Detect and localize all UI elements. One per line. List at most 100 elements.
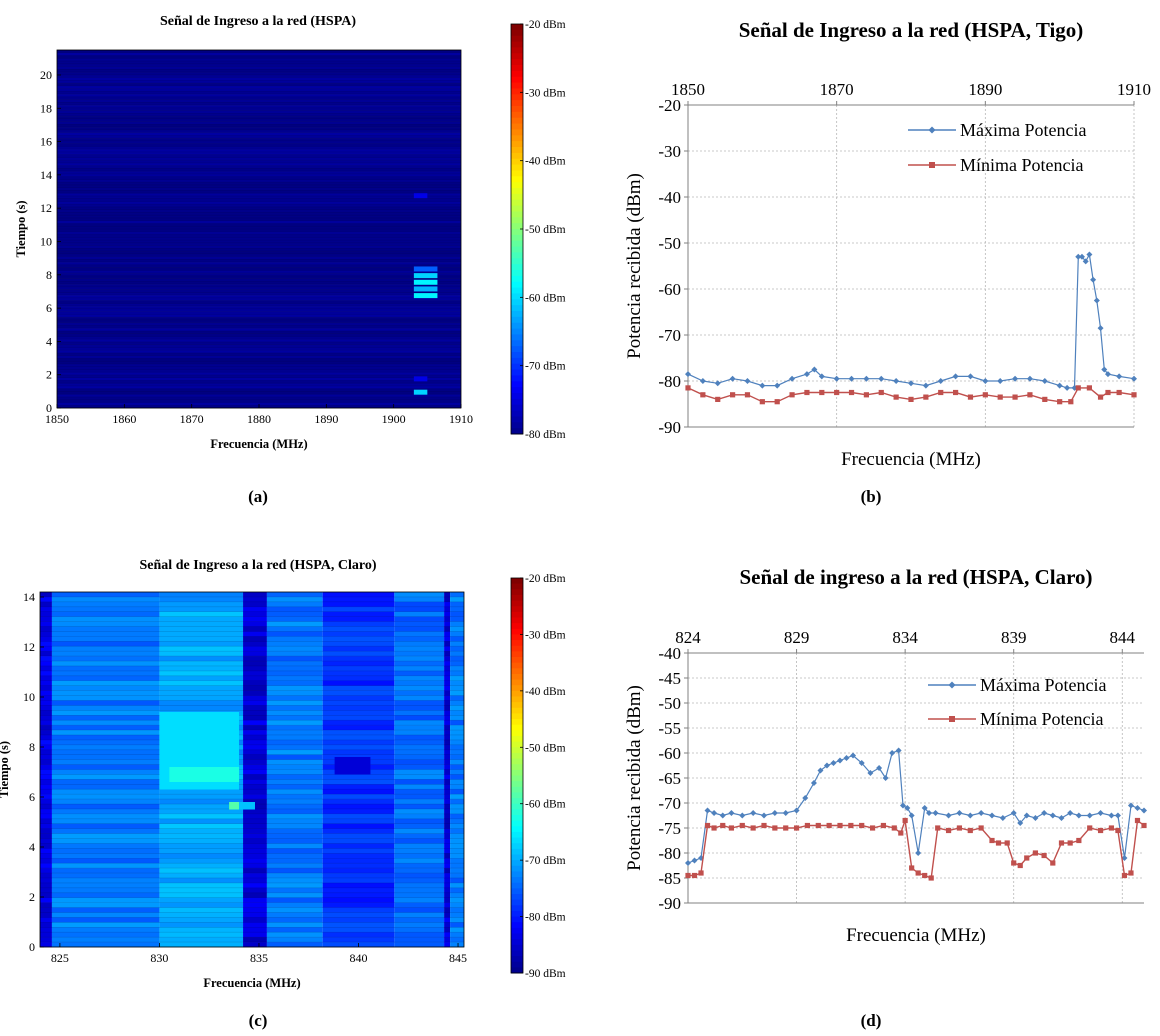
data-point — [774, 399, 780, 405]
heatmap-cell — [444, 710, 451, 716]
heatmap-cell — [40, 808, 52, 815]
heatmap-cell — [57, 184, 461, 188]
y-tick-label: 6 — [46, 301, 52, 315]
heatmap-cell — [450, 868, 464, 874]
x-tick-label: 844 — [1110, 628, 1136, 647]
heatmap-cell — [57, 383, 461, 387]
heatmap-cell — [40, 794, 52, 800]
heatmap-cell — [266, 799, 323, 805]
data-point — [830, 760, 837, 766]
heatmap-cell — [450, 739, 464, 746]
colorbar-segment — [511, 933, 523, 940]
heatmap-cell — [450, 670, 464, 677]
heatmap-cell — [266, 927, 323, 933]
heatmap-cell — [444, 843, 451, 849]
heatmap-cell — [322, 828, 395, 834]
colorbar-segment — [511, 322, 523, 330]
colorbar-segment — [511, 673, 523, 681]
x-axis-label: Frecuencia (MHz) — [210, 437, 307, 451]
colorbar-segment — [511, 657, 523, 664]
y-tick-label: -40 — [658, 644, 681, 663]
heatmap-cell — [57, 226, 461, 230]
heatmap-cell — [57, 77, 461, 81]
heatmap-cell — [40, 937, 52, 943]
heatmap-cell — [57, 171, 461, 175]
heatmap-cell — [322, 621, 395, 627]
heatmap-cell — [243, 744, 267, 751]
colorbar-segment — [511, 252, 523, 259]
heatmap-cell — [159, 942, 244, 948]
heatmap-cell — [266, 616, 323, 622]
data-point — [1108, 812, 1115, 819]
colorbar-segment — [511, 152, 523, 160]
heatmap-cell — [243, 710, 267, 716]
heatmap-cell — [57, 149, 461, 153]
heatmap-cell — [394, 621, 445, 627]
heatmap-cell — [57, 116, 461, 120]
y-tick-label: 0 — [46, 401, 52, 415]
heatmap-cell — [57, 369, 461, 373]
heatmap-cell — [159, 646, 244, 652]
heatmap-cell — [57, 344, 461, 348]
data-point — [811, 366, 818, 373]
heatmap-cell — [57, 248, 461, 252]
colorbar-segment — [511, 375, 523, 382]
heatmap-cell — [57, 69, 461, 73]
y-tick-label: -30 — [658, 142, 681, 161]
heatmap-cell — [159, 670, 244, 677]
heatmap-cell — [243, 656, 267, 662]
colorbar-segment — [511, 141, 523, 148]
heatmap-cell — [450, 813, 464, 820]
colorbar-frame — [510, 577, 524, 974]
colorbar-segment — [511, 583, 523, 590]
chart-title: Señal de Ingreso a la red (HSPA, Claro) — [140, 558, 377, 573]
colorbar-segment — [511, 147, 523, 154]
data-point — [804, 389, 810, 396]
heatmap-cell — [444, 804, 451, 810]
heatmap-cell — [57, 394, 461, 398]
heatmap-cell — [444, 606, 451, 613]
heatmap-cell — [40, 892, 52, 898]
heatmap-cell — [266, 818, 323, 825]
heatmap-cell — [57, 198, 461, 202]
heatmap-cell — [57, 99, 461, 103]
heatmap-cell — [266, 685, 323, 691]
heatmap-cell — [444, 858, 451, 864]
heatmap-cell — [450, 656, 464, 662]
heatmap-cell — [450, 838, 464, 844]
colorbar-segment — [511, 747, 523, 754]
heatmap-cell — [266, 641, 323, 647]
colorbar-segment — [511, 882, 523, 889]
heatmap-cell — [40, 626, 52, 632]
colorbar-tick-label: -50 dBm — [525, 224, 566, 236]
heatmap-cell — [444, 592, 451, 598]
heatmap-cell — [394, 759, 445, 765]
heatmap-cell — [40, 670, 52, 677]
heatmap-cell — [394, 828, 445, 834]
heatmap-cell — [243, 882, 267, 889]
heatmap-cell — [51, 611, 160, 617]
heatmap-cell — [322, 616, 395, 622]
heatmap-cell — [40, 804, 52, 810]
heatmap-cell — [40, 877, 52, 884]
heatmap-cell — [322, 907, 395, 913]
legend-marker — [948, 681, 956, 689]
heatmap-cell — [266, 734, 323, 741]
heatmap-cell — [51, 626, 160, 632]
heatmap-cell — [57, 88, 461, 92]
panel-letter-c: (c) — [249, 1011, 268, 1030]
heatmap-cell — [322, 705, 395, 711]
heatmap-cell — [450, 789, 464, 795]
colorbar-segment — [511, 246, 523, 253]
data-point — [704, 822, 711, 829]
heatmap-cell — [51, 868, 160, 874]
data-point — [789, 392, 795, 398]
y-tick-label: 14 — [23, 590, 35, 604]
y-tick-label: -80 — [658, 372, 681, 391]
heatmap-cell — [394, 675, 445, 682]
heatmap-cell — [322, 833, 395, 839]
heatmap-cell — [322, 661, 395, 667]
heatmap-cell — [394, 715, 445, 721]
heatmap-cell — [450, 730, 464, 736]
series-line — [687, 749, 1145, 864]
